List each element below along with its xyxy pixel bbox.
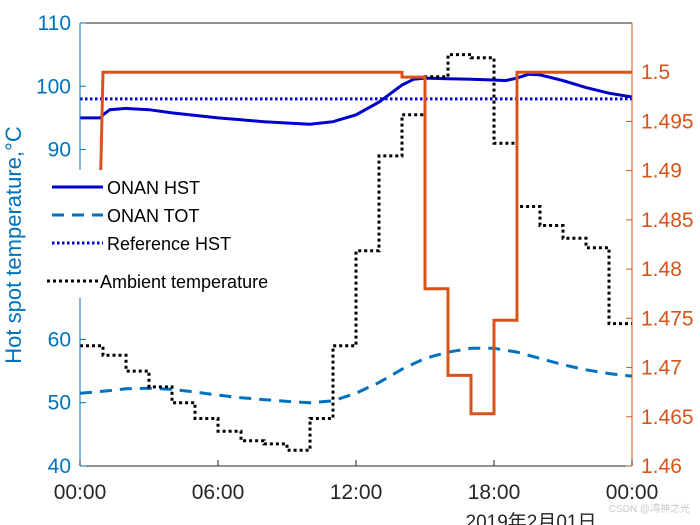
y-right-tick-label: 1.49 [641,160,682,183]
y-left-tick-label: 40 [48,455,71,478]
y-right-tick-label: 1.465 [641,406,694,429]
y-right-tick-label: 1.485 [641,209,694,232]
x-tick-label: 00:00 [606,481,659,504]
y-right-tick-label: 1.47 [641,357,682,380]
x-tick-label: 18:00 [468,481,521,504]
legend-label-onan-hst: ONAN HST [107,178,200,198]
y-left-tick-label: 90 [48,139,71,162]
y-left-tick-label: 100 [36,75,71,98]
y-right-tick-label: 1.495 [641,110,694,133]
watermark: CSDN @湾神之光 [609,502,690,515]
legend-label-reference-hst: Reference HST [107,234,231,254]
y-right-tick-label: 1.5 [641,61,670,84]
y-axis-label: Hot spot temperature,°C [1,126,26,364]
legend: ONAN HST ONAN TOT Reference HST Ambient … [47,178,268,292]
ticks-layer: 40 50 60 90 100 110 1.46 1.465 1.47 1.475 1.48 1.48… [36,12,694,504]
legend-box [46,170,304,298]
y-right-tick-label: 1.48 [641,258,682,281]
series-ambient-temperature [80,53,632,452]
y-right-tick-label: 1.46 [641,455,682,478]
series-right-axis-series [99,70,632,416]
x-tick-label: 12:00 [330,481,383,504]
x-tick-label: 00:00 [54,481,107,504]
y-left-tick-label: 50 [48,392,71,415]
y-left-tick-label: 60 [48,328,71,351]
x-axis-date-label: 2019年2月01日 [466,511,597,525]
legend-label-ambient-temperature: Ambient temperature [100,272,268,292]
x-tick-label: 06:00 [192,481,245,504]
legend-label-onan-tot: ONAN TOT [107,206,199,226]
y-left-tick-label: 110 [38,12,71,35]
series-layer [79,53,633,452]
series-onan-hst [80,72,633,126]
y-right-tick-label: 1.475 [641,307,694,330]
